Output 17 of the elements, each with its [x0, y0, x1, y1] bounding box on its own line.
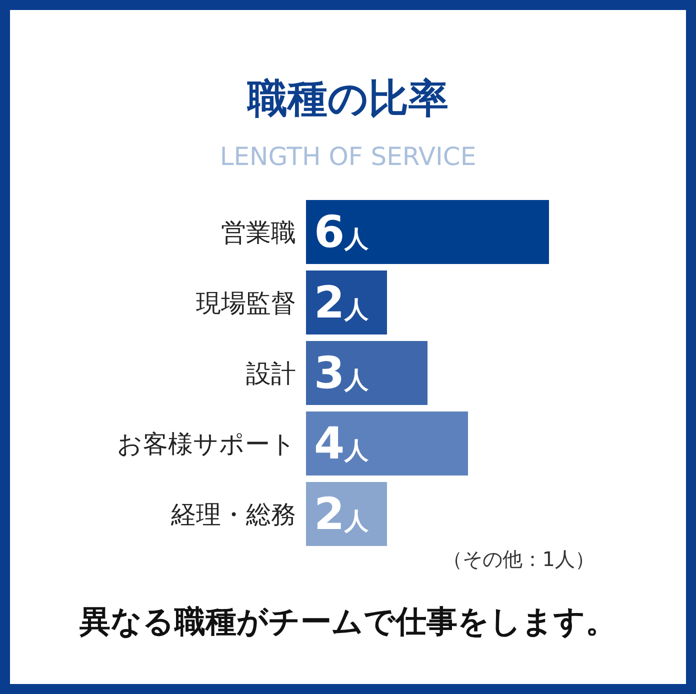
bar: [306, 341, 428, 405]
data-label: 4人: [314, 418, 370, 470]
y-tick-label: お客様サポート: [117, 430, 296, 458]
data-label: 6人: [314, 207, 370, 258]
data-label: 2人: [314, 278, 370, 328]
y-tick-label: 経理・総務: [170, 500, 296, 529]
y-tick-label: 設計: [246, 359, 296, 388]
bar: [306, 412, 468, 476]
data-label: 3人: [314, 348, 370, 399]
chart-title: 職種の比率: [246, 76, 448, 122]
y-tick-label: 現場監督: [196, 288, 296, 318]
chart-subtitle: LENGTH OF SERVICE: [220, 142, 476, 171]
y-tick-label: 営業職: [221, 218, 296, 247]
data-label: 2人: [314, 489, 370, 540]
text: 異なる職種がチームで仕事をします。: [80, 604, 616, 640]
bar: [306, 200, 549, 264]
annotation: （その他：1人）: [442, 547, 595, 571]
